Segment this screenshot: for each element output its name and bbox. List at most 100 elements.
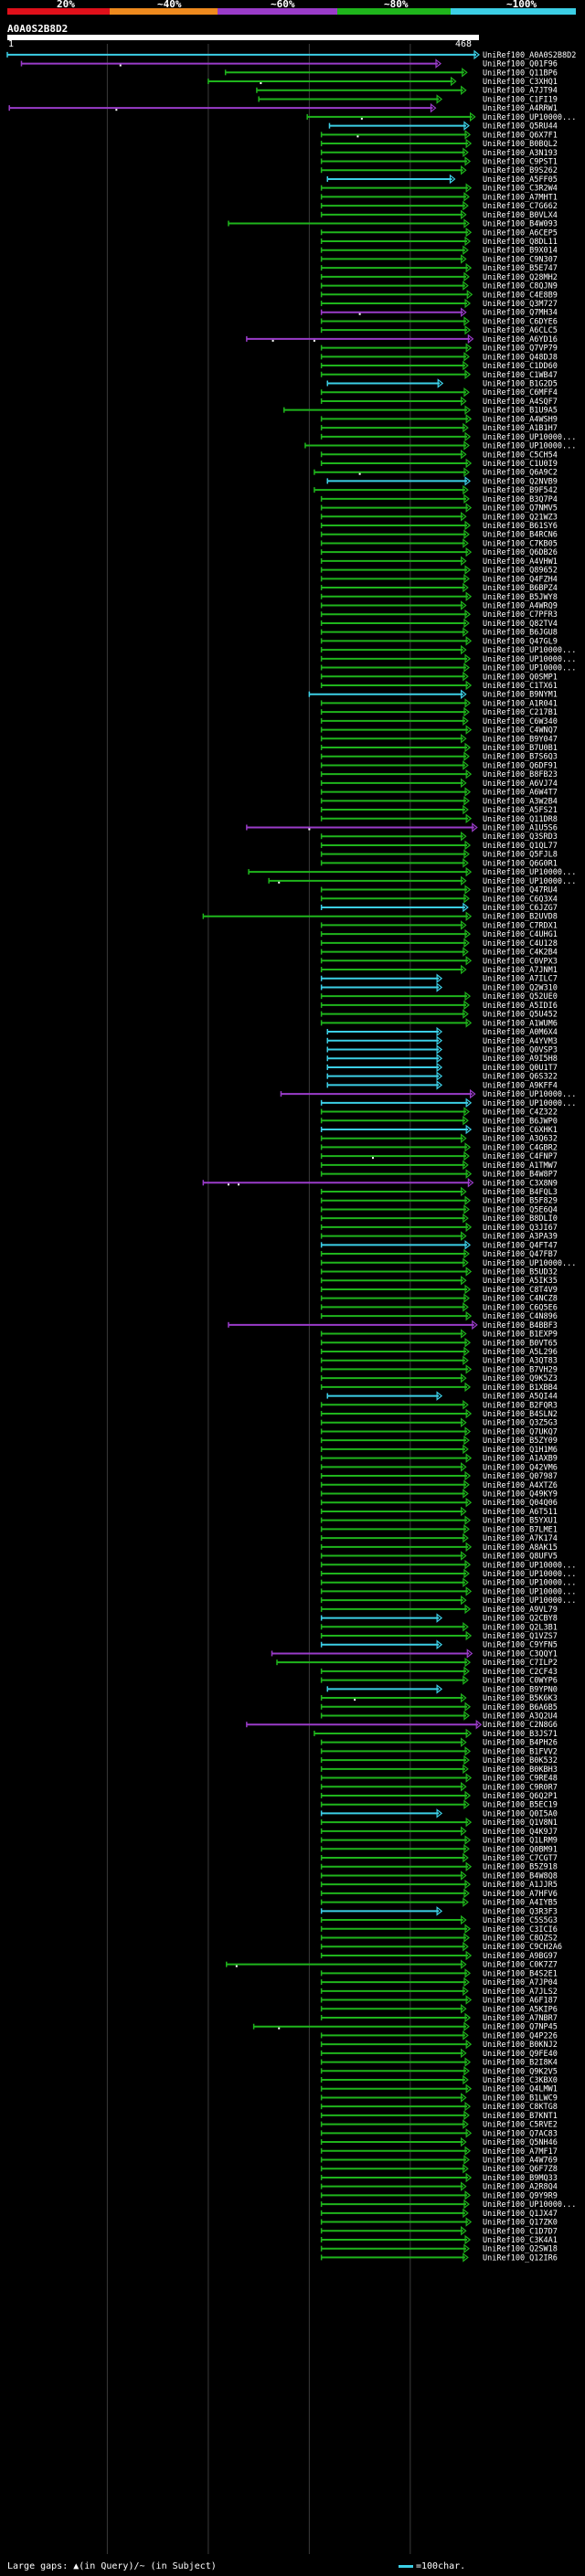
hit-row[interactable]: UniRef100_Q9Y9R9 xyxy=(320,2190,558,2200)
hit-label[interactable]: UniRef100_C2CF43 xyxy=(483,1668,558,1677)
hit-row[interactable]: UniRef100_C6MFF4 xyxy=(320,387,558,398)
hit-label[interactable]: UniRef100_Q2W310 xyxy=(483,983,558,992)
hit-row[interactable]: UniRef100_C3QQY1 xyxy=(271,1648,558,1659)
hit-label[interactable]: UniRef100_B9F542 xyxy=(483,486,558,495)
hit-label[interactable]: UniRef100_A5FS21 xyxy=(483,806,558,815)
hit-row[interactable]: UniRef100_A8AK15 xyxy=(320,1542,558,1553)
hit-label[interactable]: UniRef100_C4GBR2 xyxy=(483,1143,558,1152)
hit-row[interactable]: UniRef100_A1JJR5 xyxy=(320,1879,558,1890)
hit-row[interactable]: UniRef100_A4SQF7 xyxy=(320,396,558,407)
hit-row[interactable]: UniRef100_Q7VP79 xyxy=(320,343,558,354)
hit-row[interactable]: UniRef100_Q6X7F1 xyxy=(320,130,558,140)
hit-row[interactable]: UniRef100_A4RRW1 xyxy=(8,102,558,113)
hit-row[interactable]: UniRef100_B4PH26 xyxy=(320,1737,558,1748)
hit-row[interactable]: UniRef100_UP10000... xyxy=(320,1586,577,1596)
hit-label[interactable]: UniRef100_C6Q3X4 xyxy=(483,895,558,904)
hit-label[interactable]: UniRef100_A1U5S6 xyxy=(483,824,558,833)
hit-row[interactable]: UniRef100_B7S6Q3 xyxy=(320,751,558,762)
hit-label[interactable]: UniRef100_C6DYE6 xyxy=(483,317,558,326)
hit-row[interactable]: UniRef100_UP10000... xyxy=(320,663,577,673)
hit-row[interactable]: UniRef100_C4K2B4 xyxy=(320,947,558,958)
hit-row[interactable]: UniRef100_A3N193 xyxy=(320,147,558,158)
hit-label[interactable]: UniRef100_UP10000... xyxy=(483,1090,576,1099)
hit-row[interactable]: UniRef100_A1U5S6 xyxy=(246,822,558,833)
hit-label[interactable]: UniRef100_Q1QL77 xyxy=(483,842,558,851)
hit-label[interactable]: UniRef100_C6Q5E6 xyxy=(483,1303,558,1312)
hit-label[interactable]: UniRef100_Q28MH2 xyxy=(483,273,558,282)
hit-row[interactable]: UniRef100_B0K532 xyxy=(320,1754,558,1765)
hit-row[interactable]: UniRef100_A4W769 xyxy=(320,2155,558,2166)
hit-label[interactable]: UniRef100_UP10000... xyxy=(483,433,576,442)
hit-label[interactable]: UniRef100_Q2SW18 xyxy=(483,2245,558,2254)
hit-row[interactable]: UniRef100_B9MQ33 xyxy=(320,2172,558,2183)
hit-label[interactable]: UniRef100_B9NYM1 xyxy=(483,691,558,700)
hit-label[interactable]: UniRef100_C7RDX1 xyxy=(483,921,558,930)
hit-label[interactable]: UniRef100_Q47GL9 xyxy=(483,637,558,646)
hit-label[interactable]: UniRef100_A4WSH9 xyxy=(483,415,558,424)
hit-row[interactable]: UniRef100_A6T511 xyxy=(320,1506,558,1517)
hit-row[interactable]: UniRef100_A2R8Q4 xyxy=(320,2181,558,2192)
hit-label[interactable]: UniRef100_B6BPZ4 xyxy=(483,584,558,593)
hit-label[interactable]: UniRef100_Q2NVB9 xyxy=(483,477,558,486)
hit-row[interactable]: UniRef100_A7MHT1 xyxy=(320,192,558,202)
hit-label[interactable]: UniRef100_C3R2W4 xyxy=(483,185,558,194)
hit-label[interactable]: UniRef100_A7HFV6 xyxy=(483,1890,558,1899)
hit-label[interactable]: UniRef100_B5YXU1 xyxy=(483,1517,558,1526)
hit-label[interactable]: UniRef100_C8KTG8 xyxy=(483,2103,558,2112)
hit-label[interactable]: UniRef100_Q89652 xyxy=(483,567,558,576)
hit-row[interactable]: UniRef100_Q7NP45 xyxy=(252,2021,558,2032)
hit-row[interactable]: UniRef100_A4WRQ9 xyxy=(320,600,558,611)
hit-row[interactable]: UniRef100_A5IK35 xyxy=(320,1275,558,1286)
hit-row[interactable]: UniRef100_C9YFN5 xyxy=(320,1639,558,1650)
hit-label[interactable]: UniRef100_B5Z918 xyxy=(483,1863,558,1872)
hit-label[interactable]: UniRef100_Q3M727 xyxy=(483,300,558,309)
hit-label[interactable]: UniRef100_Q82TV4 xyxy=(483,620,558,629)
hit-row[interactable]: UniRef100_Q48DJ8 xyxy=(320,352,558,362)
hit-label[interactable]: UniRef100_B2FQR3 xyxy=(483,1401,558,1410)
hit-row[interactable]: UniRef100_A4IYB5 xyxy=(320,1897,558,1908)
hit-row[interactable]: UniRef100_A9KFF4 xyxy=(326,1080,558,1090)
hit-row[interactable]: UniRef100_C6DYE6 xyxy=(320,316,558,326)
hit-row[interactable]: UniRef100_Q9K5Z3 xyxy=(320,1373,558,1383)
hit-row[interactable]: UniRef100_C1TX61 xyxy=(320,680,558,691)
hit-row[interactable]: UniRef100_Q3JI67 xyxy=(320,1222,558,1233)
hit-label[interactable]: UniRef100_Q6F7Z8 xyxy=(483,2165,558,2174)
hit-label[interactable]: UniRef100_C1WB47 xyxy=(483,371,558,380)
hit-label[interactable]: UniRef100_B7VH29 xyxy=(483,1365,558,1374)
hit-label[interactable]: UniRef100_C1D7D7 xyxy=(483,2227,558,2236)
hit-label[interactable]: UniRef100_A1WUM6 xyxy=(483,1019,558,1028)
hit-row[interactable]: UniRef100_B8FB23 xyxy=(320,769,558,779)
hit-row[interactable]: UniRef100_A0A0S2B8D2 xyxy=(6,49,576,60)
hit-label[interactable]: UniRef100_B0KBH3 xyxy=(483,1765,558,1775)
hit-row[interactable]: UniRef100_C0WYP6 xyxy=(320,1675,558,1686)
hit-label[interactable]: UniRef100_A7NBR7 xyxy=(483,2014,558,2023)
hit-label[interactable]: UniRef100_A3Q632 xyxy=(483,1135,558,1144)
hit-row[interactable]: UniRef100_Q47FB7 xyxy=(320,1248,558,1259)
hit-label[interactable]: UniRef100_B4S2E1 xyxy=(483,1969,558,1978)
hit-row[interactable]: UniRef100_B5E747 xyxy=(320,262,558,273)
hit-label[interactable]: UniRef100_Q52UE0 xyxy=(483,992,558,1002)
hit-row[interactable]: UniRef100_Q2SW18 xyxy=(320,2243,558,2254)
hit-row[interactable]: UniRef100_C5S5G3 xyxy=(320,1914,558,1925)
hit-label[interactable]: UniRef100_A6YD16 xyxy=(483,335,558,345)
hit-label[interactable]: UniRef100_C8T4V9 xyxy=(483,1286,558,1295)
hit-label[interactable]: UniRef100_B7U0B1 xyxy=(483,744,558,753)
hit-label[interactable]: UniRef100_Q11BP6 xyxy=(483,69,558,78)
hit-row[interactable]: UniRef100_A7NBR7 xyxy=(320,2012,558,2023)
hit-label[interactable]: UniRef100_B8FB23 xyxy=(483,770,558,779)
hit-label[interactable]: UniRef100_A0M6X4 xyxy=(483,1028,558,1037)
hit-row[interactable]: UniRef100_Q9FE40 xyxy=(320,2048,558,2059)
hit-row[interactable]: UniRef100_Q7AC83 xyxy=(320,2128,558,2138)
hit-label[interactable]: UniRef100_Q6DB26 xyxy=(483,548,558,557)
hit-row[interactable]: UniRef100_Q0VSP3 xyxy=(326,1044,558,1055)
hit-row[interactable]: UniRef100_B9NYM1 xyxy=(308,689,558,700)
hit-row[interactable]: UniRef100_UP10000... xyxy=(306,111,576,122)
hit-label[interactable]: UniRef100_Q6DF91 xyxy=(483,761,558,770)
hit-label[interactable]: UniRef100_Q4LMW1 xyxy=(483,2085,558,2094)
hit-label[interactable]: UniRef100_UP10000... xyxy=(483,1570,576,1579)
hit-row[interactable]: UniRef100_Q7NMV5 xyxy=(320,503,558,514)
hit-row[interactable]: UniRef100_B1G2D5 xyxy=(326,378,558,389)
hit-label[interactable]: UniRef100_Q12IR6 xyxy=(483,2253,558,2263)
hit-label[interactable]: UniRef100_B7S6Q3 xyxy=(483,753,558,762)
hit-label[interactable]: UniRef100_B1U9A5 xyxy=(483,407,558,416)
